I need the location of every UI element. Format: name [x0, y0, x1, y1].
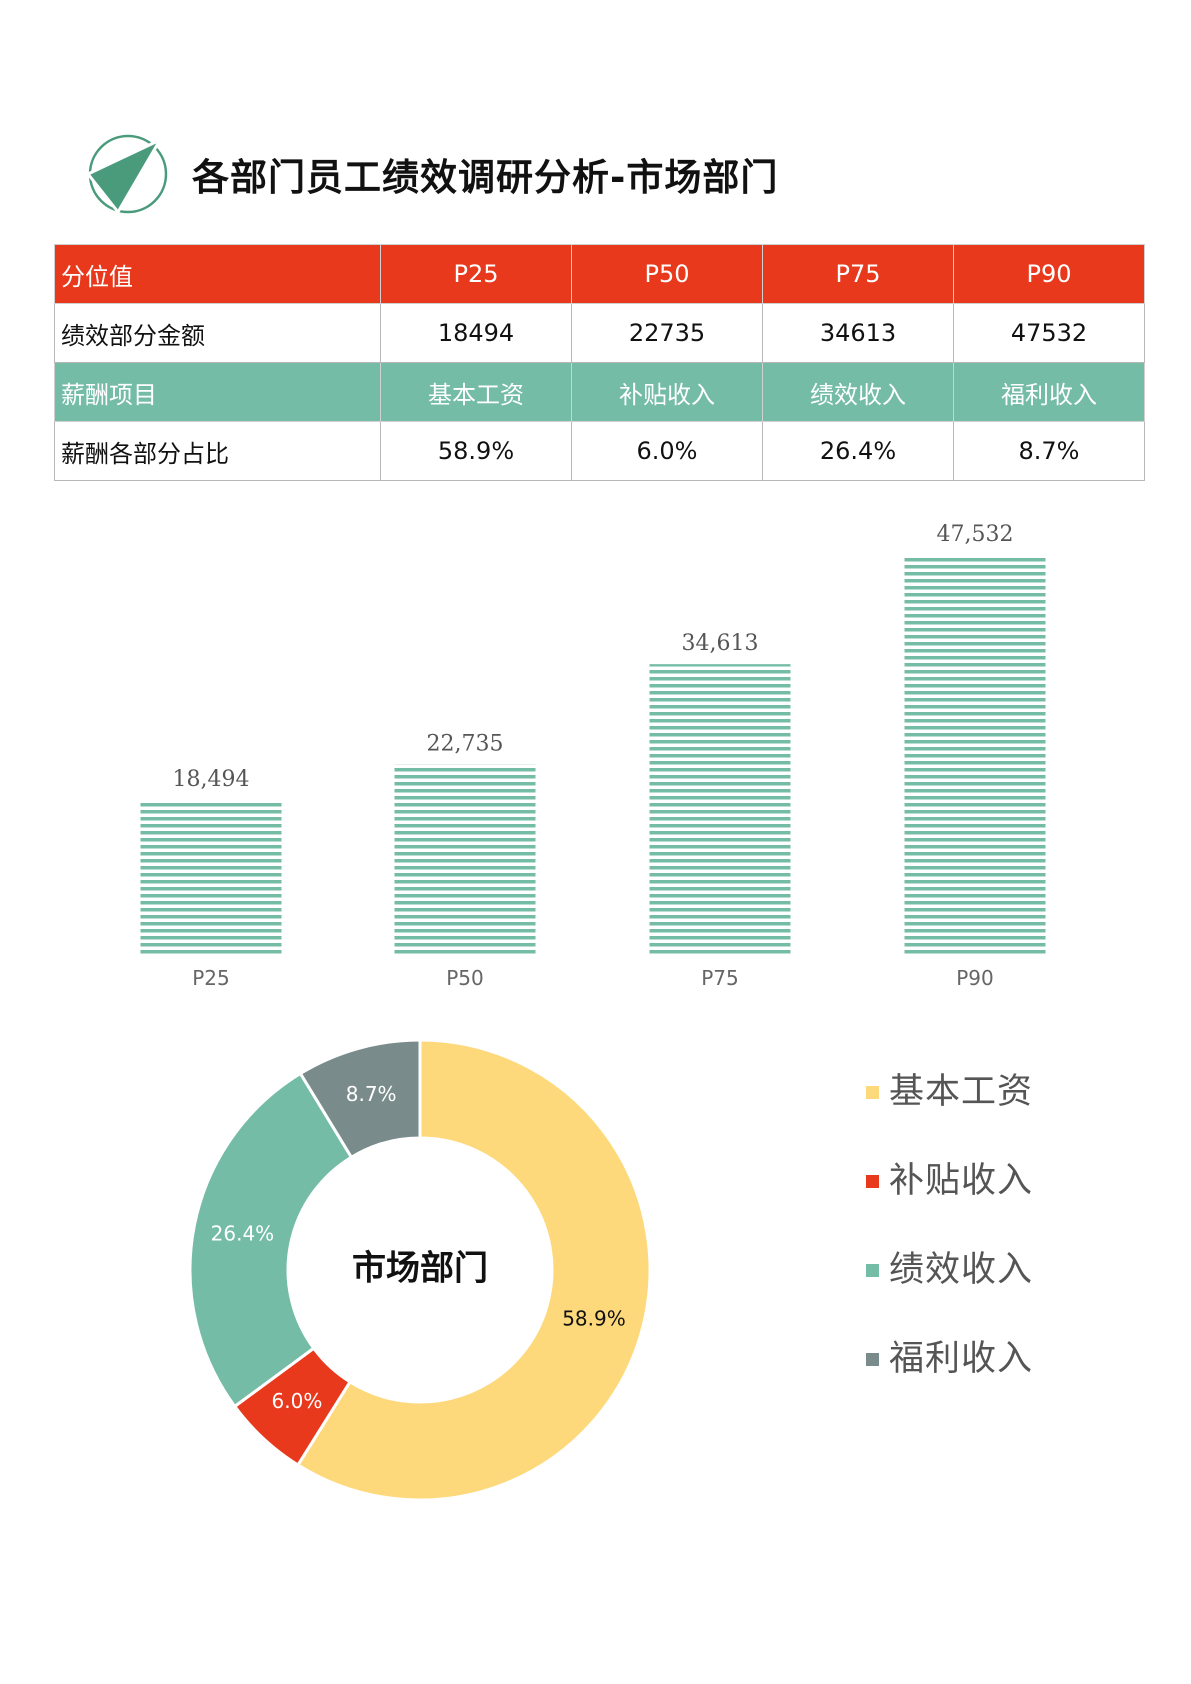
amount-cell: 22735 [571, 303, 763, 363]
percentile-row: 分位值 P25 P50 P75 P90 [54, 244, 1145, 304]
slice-value-label: 26.4% [211, 1221, 275, 1245]
amount-row: 绩效部分金额 18494 22735 34613 47532 [54, 303, 1145, 363]
salary-item-row-label: 薪酬项目 [54, 362, 381, 422]
bar-p25 [140, 800, 282, 956]
bar-value-label: 22,735 [427, 731, 504, 756]
slice-base-salary [295, 1038, 652, 1502]
slice-value-label: 6.0% [272, 1389, 323, 1413]
donut-legend: 基本工资 补贴收入 绩效收入 福利收入 [866, 1072, 1033, 1428]
bar-category-label: P75 [701, 966, 739, 990]
bar-value-label: 18,494 [173, 767, 250, 792]
bar-value-label: 47,532 [937, 522, 1014, 547]
slice-welfare [298, 1038, 422, 1160]
legend-item: 基本工资 [866, 1072, 1033, 1161]
legend-swatch-square-icon [866, 1264, 879, 1277]
summary-table: 分位值 P25 P50 P75 P90 绩效部分金额 18494 22735 3… [54, 244, 1145, 481]
salary-item-cell: 福利收入 [953, 362, 1145, 422]
amount-cell: 34613 [762, 303, 954, 363]
ratio-cell: 6.0% [571, 421, 763, 481]
salary-item-row: 薪酬项目 基本工资 补贴收入 绩效收入 福利收入 [54, 362, 1145, 422]
bar-category-label: P50 [446, 966, 484, 990]
percentile-cell: P50 [571, 244, 763, 304]
bar-value-label: 34,613 [682, 631, 759, 656]
bar-category-label: P25 [192, 966, 230, 990]
salary-item-cell: 基本工资 [380, 362, 572, 422]
page-title: 各部门员工绩效调研分析-市场部门 [192, 156, 779, 199]
legend-swatch-square-icon [866, 1175, 879, 1188]
legend-swatch-square-icon [866, 1086, 879, 1099]
percentile-bar-chart: 18,494 P25 22,735 P50 34,613 P75 47,532 P90 [140, 522, 1046, 990]
percentile-row-label: 分位值 [54, 244, 381, 304]
legend-label: 基本工资 [889, 1072, 1034, 1112]
salary-item-cell: 补贴收入 [571, 362, 763, 422]
bar-p75 [649, 664, 791, 956]
slice-performance [188, 1071, 354, 1409]
bar-p90 [904, 555, 1046, 956]
legend-item: 绩效收入 [866, 1250, 1033, 1339]
percentile-cell: P75 [762, 244, 954, 304]
bar-p50 [394, 764, 536, 956]
legend-label: 绩效收入 [889, 1250, 1034, 1290]
legend-item: 福利收入 [866, 1339, 1033, 1428]
ratio-cell: 58.9% [380, 421, 572, 481]
amount-cell: 18494 [380, 303, 572, 363]
ratio-row-label: 薪酬各部分占比 [54, 421, 381, 481]
donut-center-label: 市场部门 [352, 1249, 488, 1289]
legend-item: 补贴收入 [866, 1161, 1033, 1250]
amount-row-label: 绩效部分金额 [54, 303, 381, 363]
ratio-cell: 8.7% [953, 421, 1145, 481]
slice-value-label: 8.7% [346, 1082, 397, 1106]
amount-cell: 47532 [953, 303, 1145, 363]
percentile-cell: P25 [380, 244, 572, 304]
legend-swatch-square-icon [866, 1353, 879, 1366]
triangle-logo-icon [86, 134, 168, 214]
salary-item-cell: 绩效收入 [762, 362, 954, 422]
bar-category-label: P90 [956, 966, 994, 990]
legend-label: 补贴收入 [889, 1161, 1034, 1201]
ratio-row: 薪酬各部分占比 58.9% 6.0% 26.4% 8.7% [54, 421, 1145, 481]
ratio-cell: 26.4% [762, 421, 954, 481]
page-header: 各部门员工绩效调研分析-市场部门 [86, 132, 778, 216]
legend-label: 福利收入 [889, 1339, 1034, 1379]
salary-donut-chart: 58.9% 6.0% 26.4% 8.7% 市场部门 [188, 1038, 652, 1502]
percentile-cell: P90 [953, 244, 1145, 304]
slice-value-label: 58.9% [562, 1306, 626, 1330]
